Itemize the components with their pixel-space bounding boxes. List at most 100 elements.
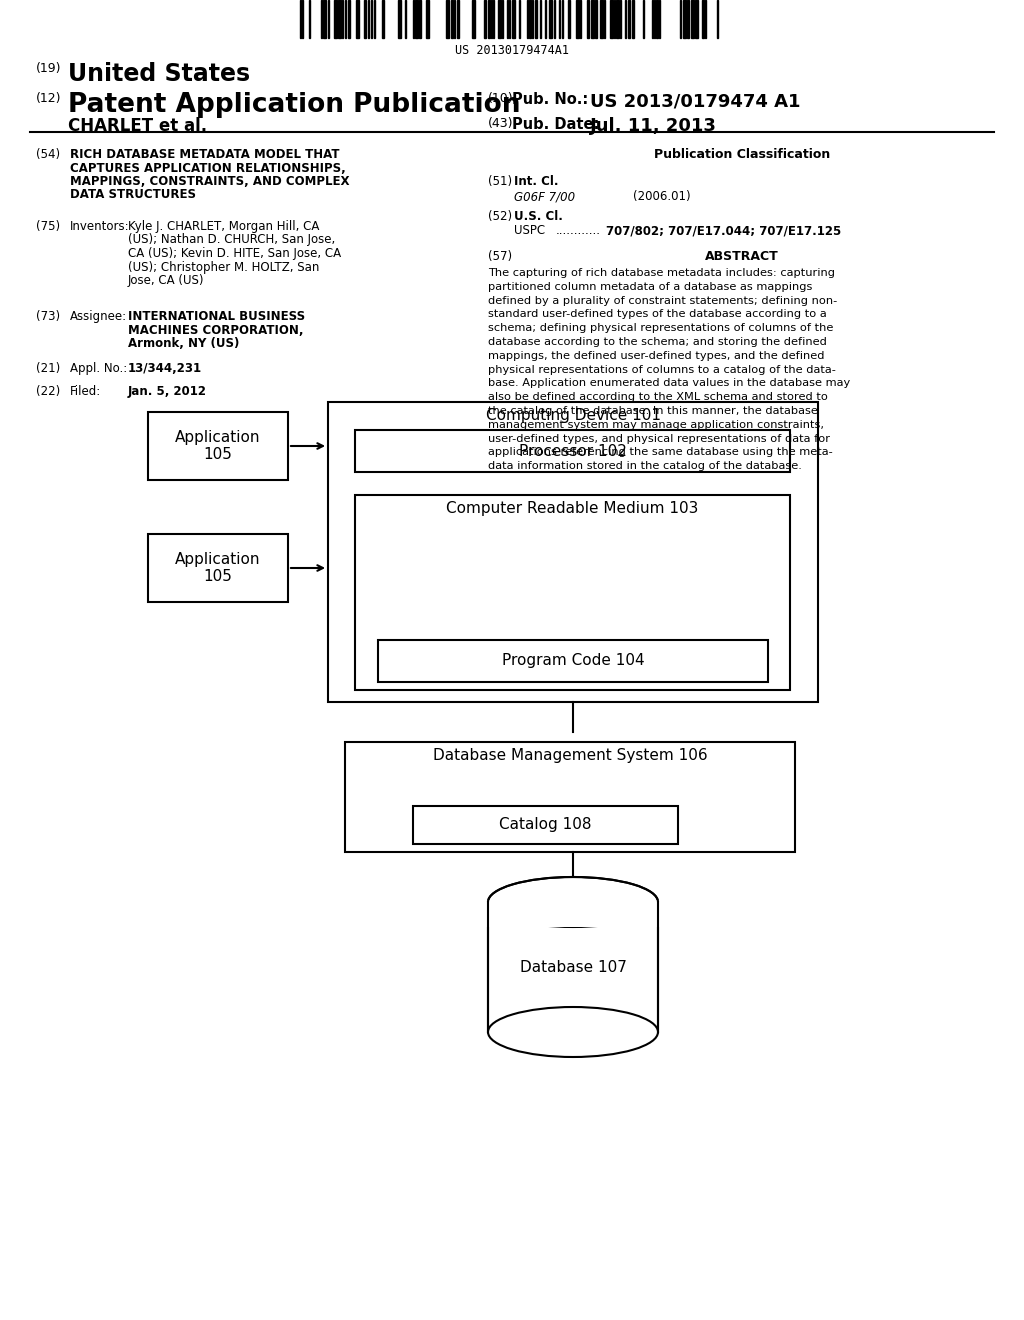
Text: ABSTRACT: ABSTRACT [706, 249, 779, 263]
Ellipse shape [488, 1007, 658, 1057]
Bar [446, 0, 449, 38]
Text: partitioned column metadata of a database as mappings: partitioned column metadata of a databas… [488, 281, 812, 292]
Bar [587, 0, 589, 38]
FancyBboxPatch shape [355, 495, 790, 690]
Text: MAPPINGS, CONSTRAINTS, AND COMPLEX: MAPPINGS, CONSTRAINTS, AND COMPLEX [70, 176, 349, 187]
Bar [488, 902, 658, 1032]
Text: Jan. 5, 2012: Jan. 5, 2012 [128, 385, 207, 399]
Bar [632, 0, 634, 38]
Bar [683, 0, 686, 38]
Bar [549, 0, 552, 38]
FancyBboxPatch shape [148, 535, 288, 602]
Text: mappings, the defined user-defined types, and the defined: mappings, the defined user-defined types… [488, 351, 824, 360]
Text: defined by a plurality of constraint statements; defining non-: defined by a plurality of constraint sta… [488, 296, 838, 306]
Bar [512, 0, 515, 38]
Text: RICH DATABASE METADATA MODEL THAT: RICH DATABASE METADATA MODEL THAT [70, 148, 340, 161]
Bar [610, 0, 613, 38]
Bar [382, 0, 384, 38]
Bar [457, 0, 459, 38]
Text: Patent Application Publication: Patent Application Publication [68, 92, 520, 117]
Bar [535, 0, 537, 38]
Text: Publication Classification: Publication Classification [654, 148, 830, 161]
Text: (2006.01): (2006.01) [633, 190, 690, 203]
Text: schema; defining physical representations of columns of the: schema; defining physical representation… [488, 323, 834, 333]
Text: Processor 102: Processor 102 [518, 444, 627, 458]
Text: Pub. No.:: Pub. No.: [512, 92, 588, 107]
Text: Inventors:: Inventors: [70, 220, 130, 234]
Bar [356, 0, 359, 38]
Text: Application
105: Application 105 [175, 552, 261, 585]
Text: The capturing of rich database metadata includes: capturing: The capturing of rich database metadata … [488, 268, 835, 279]
Bar [695, 0, 698, 38]
Text: Application
105: Application 105 [175, 430, 261, 462]
FancyBboxPatch shape [345, 742, 795, 851]
Text: USPC: USPC [514, 224, 545, 238]
Text: (52): (52) [488, 210, 512, 223]
Text: applications referencing the same database using the meta-: applications referencing the same databa… [488, 447, 833, 458]
FancyBboxPatch shape [148, 412, 288, 480]
Text: Jose, CA (US): Jose, CA (US) [128, 275, 205, 286]
Text: Program Code 104: Program Code 104 [502, 653, 644, 668]
Text: (10): (10) [488, 92, 514, 106]
Bar [687, 0, 689, 38]
Text: CA (US); Kevin D. HITE, San Jose, CA: CA (US); Kevin D. HITE, San Jose, CA [128, 247, 341, 260]
Bar [691, 0, 694, 38]
Text: (21): (21) [36, 362, 60, 375]
Text: standard user-defined types of the database according to a: standard user-defined types of the datab… [488, 309, 826, 319]
Text: Int. Cl.: Int. Cl. [514, 176, 558, 187]
Text: G06F 7/00: G06F 7/00 [514, 190, 575, 203]
Text: CAPTURES APPLICATION RELATIONSHIPS,: CAPTURES APPLICATION RELATIONSHIPS, [70, 161, 346, 174]
Bar [702, 0, 705, 38]
Bar [529, 0, 531, 38]
Text: (12): (12) [36, 92, 61, 106]
Bar [398, 0, 401, 38]
Bar [323, 0, 326, 38]
Text: (51): (51) [488, 176, 512, 187]
Text: Filed:: Filed: [70, 385, 101, 399]
Text: 707/802; 707/E17.044; 707/E17.125: 707/802; 707/E17.044; 707/E17.125 [606, 224, 842, 238]
Ellipse shape [488, 876, 658, 927]
Text: (43): (43) [488, 117, 513, 129]
Bar [498, 0, 501, 38]
FancyBboxPatch shape [328, 403, 818, 702]
Text: also be defined according to the XML schema and stored to: also be defined according to the XML sch… [488, 392, 827, 403]
Text: management system may manage application constraints,: management system may manage application… [488, 420, 824, 430]
Text: (US); Christopher M. HOLTZ, San: (US); Christopher M. HOLTZ, San [128, 260, 319, 273]
FancyBboxPatch shape [378, 640, 768, 682]
Bar [591, 0, 594, 38]
Text: Jul. 11, 2013: Jul. 11, 2013 [590, 117, 717, 135]
Bar [568, 0, 570, 38]
Text: U.S. Cl.: U.S. Cl. [514, 210, 563, 223]
Text: user-defined types, and physical representations of data for: user-defined types, and physical represe… [488, 433, 830, 444]
Text: (54): (54) [36, 148, 60, 161]
Text: base. Application enumerated data values in the database may: base. Application enumerated data values… [488, 379, 850, 388]
FancyBboxPatch shape [355, 430, 790, 473]
Bar [451, 0, 453, 38]
Bar [488, 0, 490, 38]
Text: Pub. Date:: Pub. Date: [512, 117, 599, 132]
Text: ............: ............ [556, 224, 601, 238]
Text: US 20130179474A1: US 20130179474A1 [455, 44, 569, 57]
Text: CHARLET et al.: CHARLET et al. [68, 117, 207, 135]
Bar [472, 0, 475, 38]
Text: data information stored in the catalog of the database.: data information stored in the catalog o… [488, 461, 802, 471]
Text: US 2013/0179474 A1: US 2013/0179474 A1 [590, 92, 801, 110]
Text: United States: United States [68, 62, 250, 86]
Bar [616, 0, 618, 38]
Bar [575, 0, 579, 38]
Text: the catalog of the database. In this manner, the database: the catalog of the database. In this man… [488, 407, 818, 416]
Text: (19): (19) [36, 62, 61, 75]
Text: 13/344,231: 13/344,231 [128, 362, 202, 375]
Text: (US); Nathan D. CHURCH, San Jose,: (US); Nathan D. CHURCH, San Jose, [128, 234, 335, 247]
Text: (73): (73) [36, 310, 60, 323]
Bar [426, 0, 429, 38]
Text: (22): (22) [36, 385, 60, 399]
Text: Armonk, NY (US): Armonk, NY (US) [128, 337, 240, 350]
Bar [334, 0, 337, 38]
Text: Database 107: Database 107 [519, 960, 627, 974]
Bar [595, 0, 597, 38]
Text: DATA STRUCTURES: DATA STRUCTURES [70, 189, 196, 202]
Text: Assignee:: Assignee: [70, 310, 127, 323]
Text: Kyle J. CHARLET, Morgan Hill, CA: Kyle J. CHARLET, Morgan Hill, CA [128, 220, 319, 234]
Text: Appl. No.:: Appl. No.: [70, 362, 127, 375]
